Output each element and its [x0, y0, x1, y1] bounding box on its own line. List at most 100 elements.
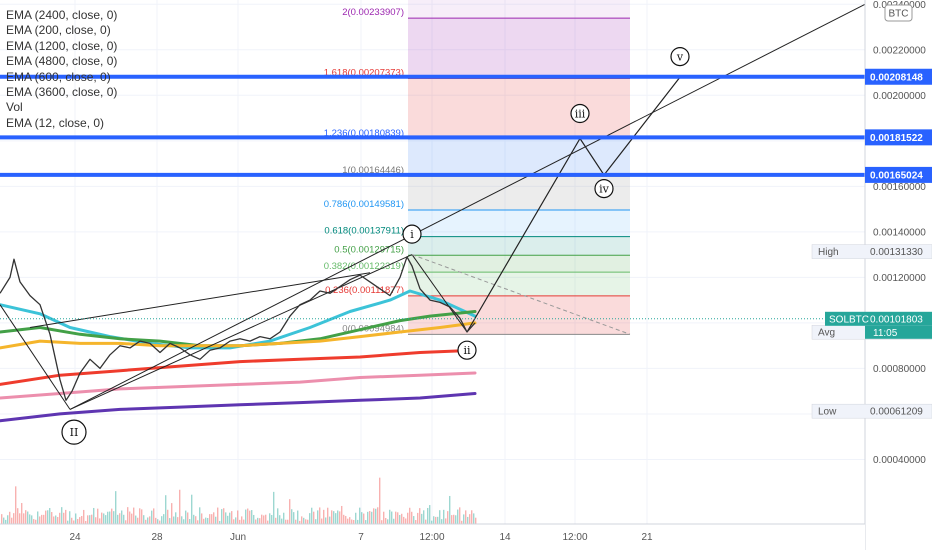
- volume-bar: [421, 513, 423, 524]
- trend-lines[interactable]: [0, 3, 866, 410]
- volume-bar: [469, 514, 471, 524]
- countdown-tag: [865, 325, 932, 339]
- volume-bar: [237, 510, 239, 524]
- volume-bar: [443, 509, 445, 524]
- volume-bar: [231, 511, 233, 524]
- volume-bar: [169, 518, 171, 524]
- legend-item[interactable]: Vol: [6, 100, 23, 115]
- volume-bar: [459, 507, 461, 524]
- legend-item[interactable]: EMA (600, close, 0): [6, 69, 111, 84]
- countdown-value: 11:05: [873, 328, 898, 339]
- volume-bar: [213, 512, 215, 524]
- volume-bar: [233, 519, 235, 524]
- volume-bar: [279, 515, 281, 524]
- legend-item[interactable]: EMA (12, close, 0): [6, 115, 105, 130]
- volume-bar: [175, 512, 177, 524]
- legend-item[interactable]: EMA (200, close, 0): [6, 23, 111, 38]
- volume-bar: [89, 515, 91, 524]
- volume-bar: [463, 514, 465, 524]
- volume-bar: [309, 513, 311, 524]
- price-axis[interactable]: 0.000400000.000600000.000800000.00100000…: [811, 0, 932, 550]
- price-tick-label: 0.00200000: [873, 91, 926, 102]
- volume-bar: [275, 517, 277, 524]
- volume-bar: [159, 520, 161, 524]
- volume-bar: [441, 519, 443, 524]
- volume-bar: [433, 516, 435, 524]
- volume-bar: [105, 515, 107, 524]
- volume-bar: [199, 507, 201, 524]
- legend-item[interactable]: EMA (4800, close, 0): [6, 54, 118, 69]
- fib-level-label: 1.236(0.00180839): [324, 128, 404, 139]
- level-price-tag: [865, 166, 932, 183]
- volume-bar: [375, 508, 377, 524]
- volume-bar: [321, 518, 323, 524]
- volume-bar: [285, 519, 287, 524]
- volume-bar: [137, 517, 139, 524]
- stat-tag: [811, 244, 932, 259]
- legend-item[interactable]: EMA (1200, close, 0): [6, 38, 118, 53]
- legend-item[interactable]: EMA (2400, close, 0): [6, 8, 118, 22]
- volume-bar: [1, 514, 3, 524]
- volume-bar: [367, 511, 369, 524]
- volume-bar: [357, 519, 359, 524]
- volume-bar: [409, 507, 411, 524]
- volume-bar: [67, 520, 69, 524]
- volume-bar: [457, 509, 459, 524]
- volume-bar: [191, 494, 193, 524]
- horizontal-levels[interactable]: [0, 74, 865, 320]
- volume-bar: [405, 518, 407, 524]
- volume-bar: [247, 508, 249, 524]
- volume-bar: [7, 515, 9, 524]
- volume-bar: [201, 513, 203, 524]
- wave-label: II: [70, 426, 79, 439]
- volume-bar: [371, 511, 373, 524]
- trend-line: [411, 254, 468, 333]
- volume-bar: [345, 515, 347, 524]
- level-price-value: 0.00181522: [870, 133, 923, 144]
- time-tick-label: Jun: [230, 532, 246, 543]
- volume-bar: [267, 520, 269, 524]
- volume-bar: [215, 516, 217, 524]
- volume-bar: [91, 514, 93, 524]
- volume-bar: [5, 519, 7, 524]
- trend-line: [69, 3, 866, 410]
- wave-circle: [594, 179, 614, 199]
- price-line: [0, 256, 476, 401]
- volume-bar: [289, 499, 291, 524]
- volume-bar: [437, 516, 439, 524]
- volume-bar: [465, 510, 467, 524]
- volume-bar: [21, 503, 23, 524]
- price-tick-label: 0.00040000: [873, 455, 926, 466]
- volume-bar: [299, 520, 301, 524]
- volume-bar: [361, 512, 363, 524]
- fib-level-label: 0.618(0.00137911): [324, 226, 404, 237]
- trend-line: [29, 272, 371, 328]
- volume-bar: [81, 516, 83, 524]
- fibonacci-extension[interactable]: 0(0.00094984) 0.236(0.00111877) 0.382(0.00…: [324, 0, 630, 335]
- volume-bar: [453, 514, 455, 524]
- legend-item[interactable]: EMA (3600, close, 0): [6, 85, 118, 100]
- volume-bar: [113, 511, 115, 524]
- time-tick-label: 12:00: [562, 532, 587, 543]
- volume-bar: [211, 514, 213, 524]
- volume-bar: [101, 512, 103, 524]
- volume-bar: [171, 503, 173, 524]
- volume-bar: [325, 517, 327, 524]
- fib-level-label: 0(0.00094984): [342, 323, 404, 334]
- volume-bar: [31, 515, 33, 524]
- fib-zone: [408, 78, 630, 139]
- axis-background: [0, 524, 865, 550]
- volume-bar: [399, 514, 401, 524]
- volume-bar: [29, 514, 31, 524]
- fib-level-label: 0.236(0.00111877): [325, 285, 404, 296]
- volume-bar: [123, 514, 125, 524]
- volume-bar: [261, 514, 263, 524]
- volume-bar: [55, 515, 57, 524]
- volume-bar: [153, 508, 155, 524]
- price-tick-label: 0.00220000: [873, 45, 926, 56]
- volume-bar: [131, 513, 133, 524]
- volume-bar: [407, 512, 409, 524]
- time-axis[interactable]: 24 28 Jun 7 12:00 14 12:00 21: [0, 523, 865, 550]
